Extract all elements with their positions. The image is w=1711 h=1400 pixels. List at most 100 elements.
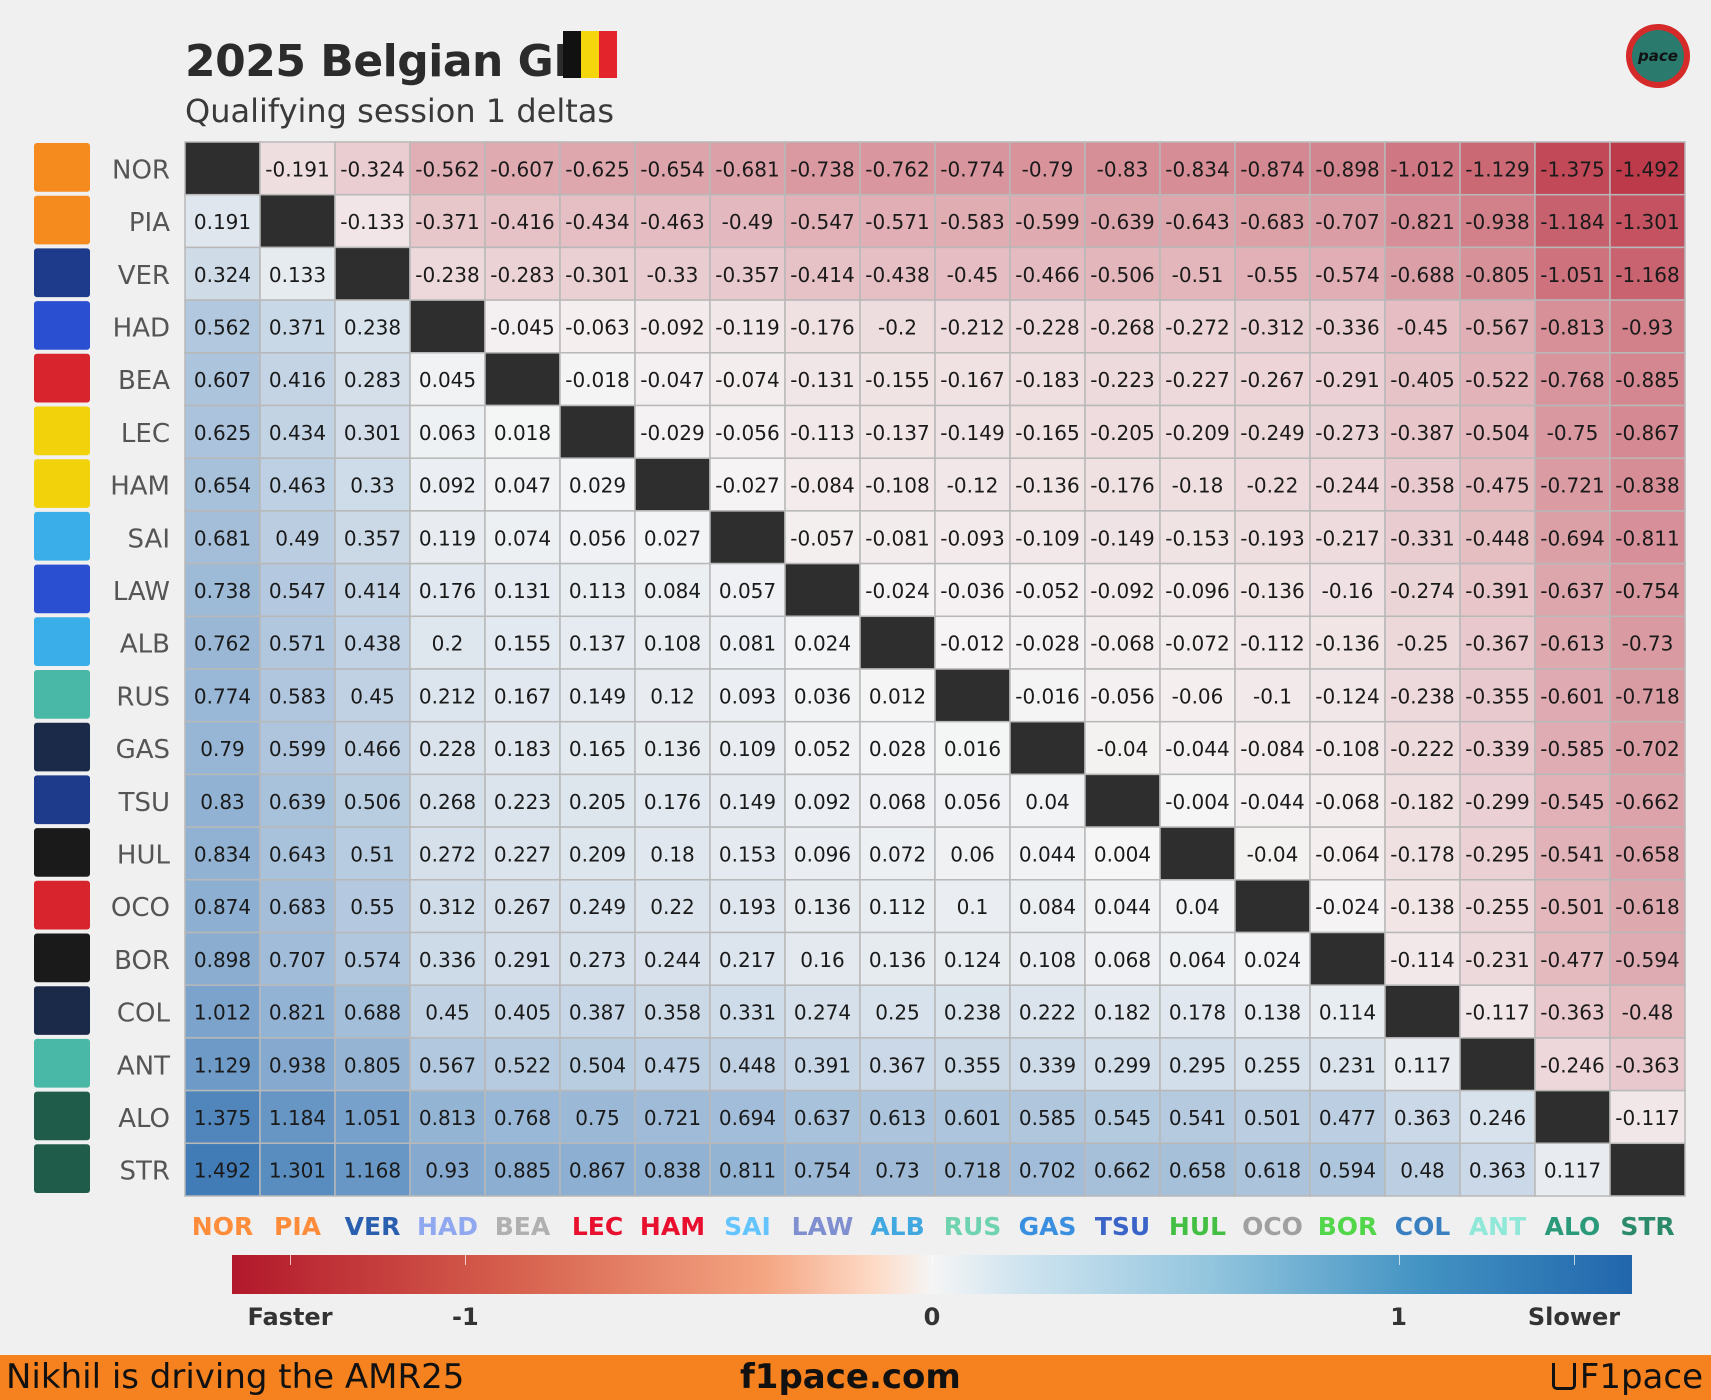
cell-value-label: 0.117 — [1394, 1053, 1451, 1077]
cell-value-label: 0.637 — [794, 1106, 851, 1130]
cell-value-label: -1.301 — [1615, 210, 1679, 234]
cell-value-label: 0.249 — [569, 895, 626, 919]
heatmap-cell — [859, 404, 936, 459]
heatmap-cell — [559, 1089, 636, 1145]
heatmap-cell — [184, 352, 261, 407]
cell-value-label: 0.064 — [1169, 948, 1226, 972]
heatmap-cell — [1534, 193, 1611, 249]
cell-value-label: -0.057 — [790, 526, 854, 550]
cell-value-label: 0.074 — [494, 526, 551, 550]
cell-value-label: 0.295 — [1169, 1053, 1226, 1077]
cell-value-label: -0.231 — [1465, 948, 1529, 972]
heatmap-cell-diagonal — [1534, 1089, 1611, 1145]
heatmap-cell — [1084, 826, 1161, 881]
colorbar-tick — [1398, 1255, 1400, 1265]
cell-value-label: 0.475 — [644, 1053, 701, 1077]
cell-value-label: -1.168 — [1615, 263, 1679, 287]
cell-value-label: 0.707 — [269, 948, 326, 972]
heatmap-cell — [1609, 299, 1686, 354]
heatmap-cell — [1234, 1089, 1311, 1145]
cell-value-label: -0.312 — [1240, 315, 1304, 339]
heatmap-cell — [1234, 1142, 1311, 1197]
cell-value-label: 0.113 — [569, 579, 626, 603]
cell-value-label: -0.643 — [1165, 210, 1229, 234]
heatmap-cell — [1534, 615, 1611, 670]
heatmap-cell — [1009, 457, 1086, 512]
heatmap-cell — [1384, 879, 1461, 934]
heatmap-cell — [1159, 299, 1236, 354]
cell-value-label: 0.83 — [200, 790, 245, 814]
row-label-str: STR — [120, 1157, 170, 1187]
cell-value-label: 0.585 — [1019, 1106, 1076, 1130]
heatmap-cell — [1234, 510, 1311, 565]
heatmap-cell — [184, 826, 261, 881]
cell-value-label: 0.057 — [719, 579, 776, 603]
row-label-ant: ANT — [117, 1051, 170, 1081]
heatmap-cell — [184, 668, 261, 723]
heatmap-cell — [1534, 562, 1611, 618]
cell-value-label: 0.339 — [1019, 1053, 1076, 1077]
cell-value-label: 0.754 — [794, 1159, 851, 1183]
cell-value-label: -0.22 — [1247, 474, 1299, 498]
cell-value-label: -0.821 — [1390, 210, 1454, 234]
heatmap-cell — [859, 773, 936, 828]
heatmap-cell — [784, 510, 861, 565]
cell-value-label: -0.547 — [790, 210, 854, 234]
heatmap-cell-diagonal — [1084, 773, 1161, 828]
cell-value-label: 0.052 — [794, 737, 851, 761]
heatmap-cell — [1084, 668, 1161, 723]
row-label-ham: HAM — [110, 472, 170, 502]
heatmap-cell — [259, 457, 336, 512]
cell-value-label: 0.938 — [269, 1053, 326, 1077]
cell-value-label: -0.028 — [1015, 632, 1079, 656]
heatmap-cell — [1084, 720, 1161, 776]
cell-value-label: 0.898 — [194, 948, 251, 972]
cell-value-label: 0.108 — [1019, 948, 1076, 972]
mclaren-icon — [34, 143, 90, 192]
cell-value-label: -0.136 — [1315, 632, 1379, 656]
cell-value-label: 0.358 — [644, 1001, 701, 1025]
heatmap-cell — [1459, 615, 1536, 670]
heatmap-cell — [1084, 404, 1161, 459]
cell-value-label: 0.136 — [644, 737, 701, 761]
cell-value-label: -0.416 — [490, 210, 554, 234]
cell-value-label: 0.024 — [1244, 948, 1301, 972]
cell-value-label: 0.165 — [569, 737, 626, 761]
heatmap-cell — [1609, 193, 1686, 249]
cell-value-label: -0.625 — [565, 157, 629, 181]
cell-value-label: -0.55 — [1247, 263, 1299, 287]
cell-value-label: -0.683 — [1240, 210, 1304, 234]
cell-value-label: 0.654 — [194, 474, 251, 498]
cell-value-label: -0.052 — [1015, 579, 1079, 603]
cell-value-label: 0.114 — [1319, 1001, 1376, 1025]
heatmap-cell — [859, 1037, 936, 1092]
cell-value-label: -0.501 — [1540, 895, 1604, 919]
cell-value-label: -0.506 — [1090, 263, 1154, 287]
cell-value-label: 0.205 — [569, 790, 626, 814]
cell-value-label: -0.51 — [1172, 263, 1224, 287]
williams-icon — [34, 617, 90, 666]
cell-value-label: 0.367 — [869, 1053, 926, 1077]
cell-value-label: -0.658 — [1615, 842, 1679, 866]
heatmap-cell — [934, 826, 1011, 881]
footer-website[interactable]: f1pace.com — [740, 1357, 961, 1397]
cell-value-label: -0.045 — [490, 315, 554, 339]
cell-value-label: -0.024 — [1315, 895, 1379, 919]
cell-value-label: 0.176 — [644, 790, 701, 814]
cell-value-label: 0.027 — [644, 526, 701, 550]
heatmap-cell — [1159, 246, 1236, 301]
heatmap-cell — [1459, 510, 1536, 565]
cell-value-label: -0.205 — [1090, 421, 1154, 445]
cell-value-label: -0.466 — [1015, 263, 1079, 287]
heatmap-cell — [484, 193, 561, 249]
heatmap-cell — [859, 826, 936, 881]
heatmap-cell — [1309, 562, 1386, 618]
cell-value-label: -0.838 — [1615, 474, 1679, 498]
heatmap-cell — [1609, 404, 1686, 459]
cell-value-label: -0.363 — [1540, 1001, 1604, 1025]
cell-value-label: -1.184 — [1540, 210, 1604, 234]
heatmap-cell — [709, 720, 786, 776]
cell-value-label: 0.167 — [494, 684, 551, 708]
cell-value-label: 0.238 — [944, 1001, 1001, 1025]
ferrari-icon — [34, 406, 90, 456]
